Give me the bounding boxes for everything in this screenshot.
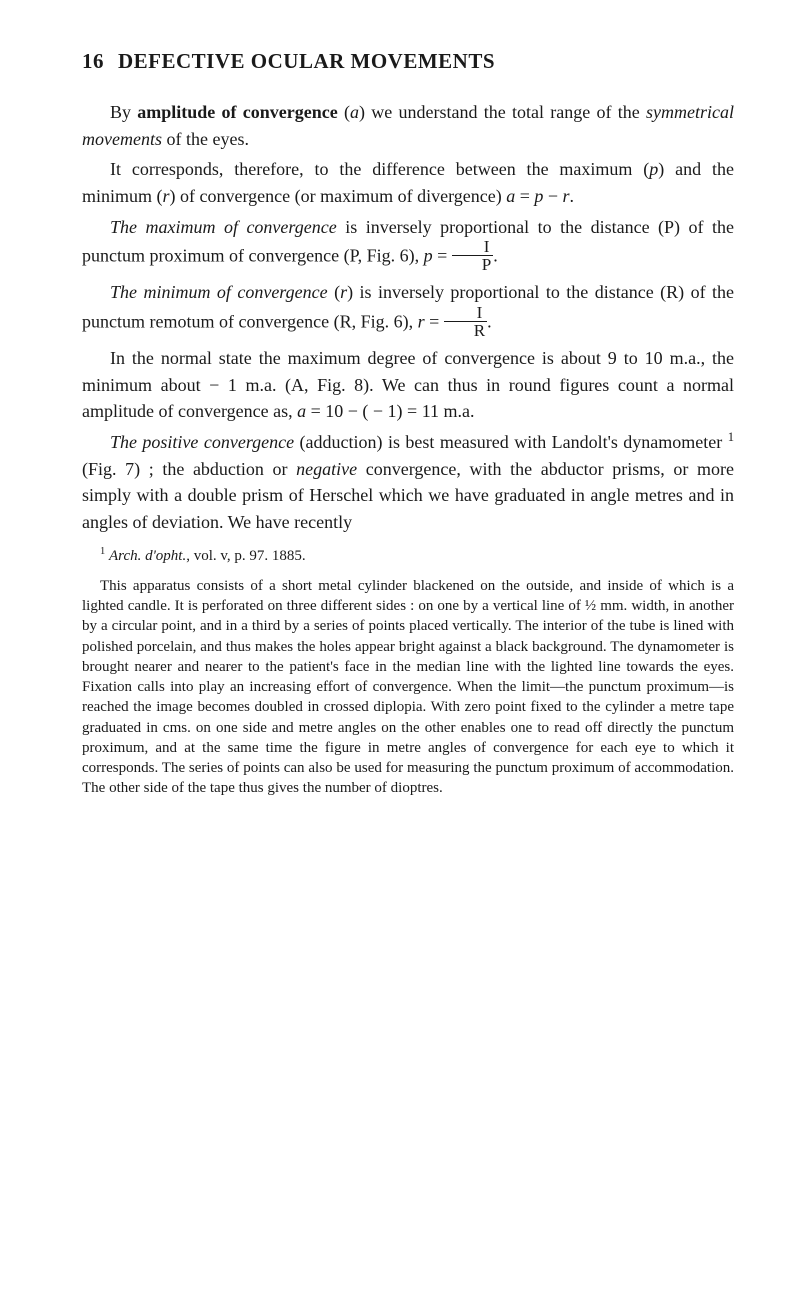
text: (Fig. 7) ; the abduction or (82, 459, 296, 479)
paragraph-6: The positive convergence (adduction) is … (82, 429, 734, 536)
italic-text: p (649, 159, 658, 179)
text: = (425, 312, 444, 332)
italic-text: The maximum of convergence (110, 217, 337, 237)
bold-text: amplitude of convergence (137, 102, 337, 122)
text: = (515, 186, 534, 206)
text: . (493, 246, 498, 266)
page-title: DEFECTIVE OCULAR MOVEMENTS (118, 49, 495, 73)
paragraph-4: The minimum of convergence (r) is invers… (82, 279, 734, 341)
footnote-body: This apparatus consists of a short metal… (82, 576, 734, 799)
denominator: P (452, 256, 494, 273)
text: ) of convergence (or maximum of divergen… (170, 186, 507, 206)
document-page: 16 DEFECTIVE OCULAR MOVEMENTS By amplitud… (0, 0, 800, 849)
italic-text: The minimum of convergence (110, 282, 328, 302)
numerator: I (452, 238, 494, 256)
italic-text: Arch. d'opht. (109, 548, 186, 564)
text: = 10 − ( − 1) = 11 m.a. (306, 401, 474, 421)
denominator: R (444, 322, 487, 339)
numerator: I (444, 304, 487, 322)
italic-text: r (163, 186, 170, 206)
footnote-citation: 1 Arch. d'opht., vol. v, p. 97. 1885. (82, 546, 734, 566)
italic-text: a (297, 401, 306, 421)
text: By (110, 102, 137, 122)
paragraph-2: It corresponds, therefore, to the differ… (82, 156, 734, 209)
page-number: 16 (82, 46, 104, 77)
italic-text: r (418, 312, 425, 332)
fraction: IR (444, 304, 487, 339)
text: − (543, 186, 562, 206)
italic-text: a (506, 186, 515, 206)
italic-text: The positive convergence (110, 432, 294, 452)
text: of the eyes. (162, 129, 249, 149)
superscript: 1 (728, 430, 734, 444)
italic-text: r (563, 186, 570, 206)
paragraph-1: By amplitude of convergence (a) we under… (82, 99, 734, 152)
text: . (570, 186, 575, 206)
text: , vol. v, p. 97. 1885. (186, 548, 305, 564)
text: . (487, 312, 492, 332)
paragraph-5: In the normal state the maximum degree o… (82, 345, 734, 425)
italic-text: p (424, 246, 433, 266)
text: = (433, 246, 452, 266)
italic-text: negative (296, 459, 357, 479)
page-header: 16 DEFECTIVE OCULAR MOVEMENTS (82, 46, 734, 77)
text: ) we understand the total range of the (359, 102, 646, 122)
fraction: IP (452, 238, 494, 273)
italic-text: a (350, 102, 359, 122)
paragraph-3: The maximum of convergence is inversely … (82, 214, 734, 276)
text: It corresponds, therefore, to the differ… (110, 159, 649, 179)
text: ( (328, 282, 340, 302)
text: ( (338, 102, 350, 122)
text: (adduction) is best measured with Landol… (294, 432, 728, 452)
